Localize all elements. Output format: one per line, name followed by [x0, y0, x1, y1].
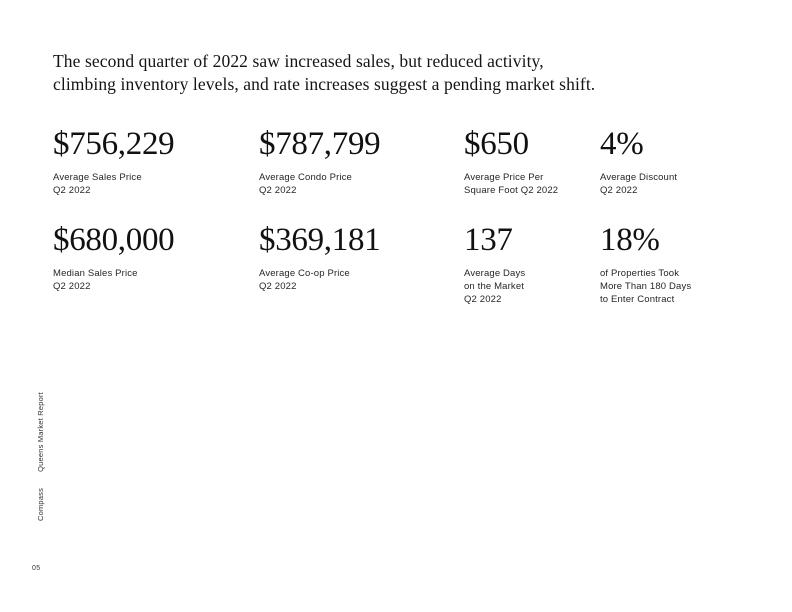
stat-value: $650	[464, 126, 529, 162]
stat-properties-over-180-days: 18% of Properties Took More Than 180 Day…	[600, 223, 750, 306]
stat-label: Average Condo Price Q2 2022	[259, 171, 352, 196]
stat-average-discount: 4% Average Discount Q2 2022	[600, 127, 750, 197]
stat-value: 4%	[600, 126, 644, 162]
stat-value: $787,799	[259, 126, 381, 162]
page-number: 05	[32, 565, 41, 572]
stat-label: Average Price Per Square Foot Q2 2022	[464, 171, 559, 196]
stat-label: Average Sales Price Q2 2022	[53, 171, 142, 196]
stat-value: $369,181	[259, 222, 381, 258]
stat-label: Average Co-op Price Q2 2022	[259, 267, 350, 292]
stat-average-coop-price: $369,181 Average Co-op Price Q2 2022	[259, 223, 464, 306]
stat-average-condo-price: $787,799 Average Condo Price Q2 2022	[259, 127, 464, 197]
stat-label: Median Sales Price Q2 2022	[53, 267, 138, 292]
stat-average-price-per-sqft: $650 Average Price Per Square Foot Q2 20…	[464, 127, 600, 197]
stat-average-days-on-market: 137 Average Days on the Market Q2 2022	[464, 223, 600, 306]
stat-label: Average Days on the Market Q2 2022	[464, 267, 526, 305]
brand-name: Compass	[36, 487, 45, 521]
stats-row-1: $756,229 Average Sales Price Q2 2022 $78…	[53, 127, 750, 197]
stat-value: 18%	[600, 222, 660, 258]
report-title: Queens Market Report	[36, 392, 45, 472]
stat-label: Average Discount Q2 2022	[600, 171, 678, 196]
stat-average-sales-price: $756,229 Average Sales Price Q2 2022	[53, 127, 259, 197]
headline: The second quarter of 2022 saw increased…	[53, 51, 596, 95]
stat-value: 137	[464, 222, 513, 258]
stats-row-2: $680,000 Median Sales Price Q2 2022 $369…	[53, 223, 750, 306]
vertical-sidebar-text: Compass Queens Market Report	[36, 392, 45, 521]
stat-label: of Properties Took More Than 180 Days to…	[600, 267, 692, 305]
stat-median-sales-price: $680,000 Median Sales Price Q2 2022	[53, 223, 259, 306]
stat-value: $680,000	[53, 222, 175, 258]
stat-value: $756,229	[53, 126, 175, 162]
